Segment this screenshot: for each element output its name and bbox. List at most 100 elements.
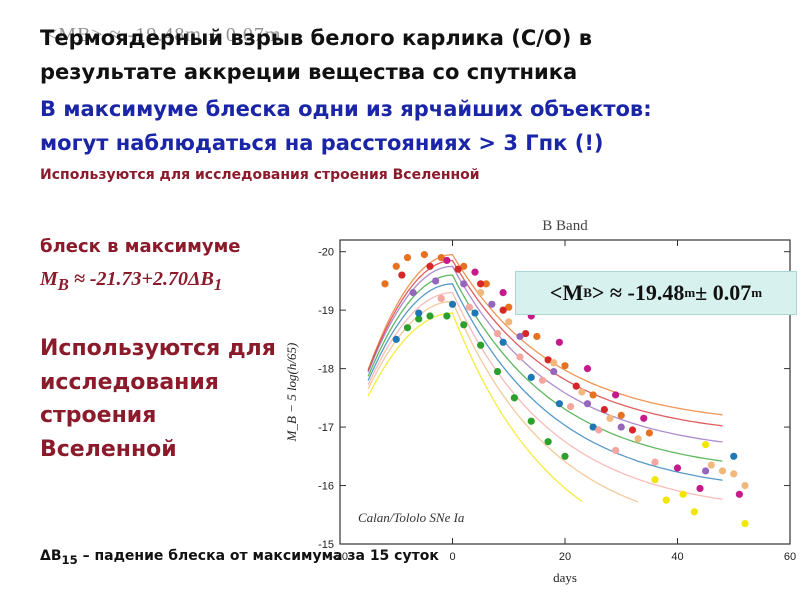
data-point (651, 458, 659, 466)
data-point (696, 484, 704, 493)
x-tick-label: 20 (559, 551, 571, 563)
data-point (443, 312, 451, 320)
template-curve (367, 312, 583, 502)
data-point (741, 481, 749, 490)
data-point (392, 262, 400, 270)
data-point (443, 256, 451, 265)
data-point (673, 464, 682, 472)
data-point (645, 429, 653, 437)
data-point (527, 373, 535, 381)
data-point (583, 400, 592, 408)
template-curve (367, 300, 639, 503)
data-point (583, 365, 592, 373)
data-point (544, 356, 552, 364)
data-point (595, 426, 603, 434)
data-point (702, 441, 710, 449)
note-small: Используются для исследования строения В… (40, 167, 480, 183)
formula: MB ≈ -21.73+2.70ΔB1 (40, 268, 222, 295)
data-point (471, 309, 479, 317)
data-point (707, 461, 715, 469)
x-tick-label: 40 (671, 551, 683, 563)
data-point (522, 329, 530, 338)
footnote-rest: – падение блеска от максимума за 15 суто… (77, 548, 439, 564)
highlight-line-1: В максимуме блеска одни из ярчайших объе… (40, 97, 652, 121)
template-curve (367, 274, 723, 462)
data-point (741, 519, 749, 528)
y-tick-label: -16 (318, 481, 334, 493)
footnote-prefix: ΔB (40, 548, 62, 564)
callout-sub: B (583, 285, 592, 300)
uses-line-4: Вселенной (40, 437, 177, 462)
data-point (505, 318, 513, 326)
data-point (437, 294, 445, 303)
data-point (499, 306, 507, 314)
data-point (600, 405, 608, 414)
data-point (460, 262, 468, 270)
data-point (448, 300, 457, 308)
data-point (403, 253, 412, 262)
data-point (415, 315, 423, 323)
data-point (516, 332, 524, 341)
data-point (612, 391, 620, 399)
data-point (567, 403, 575, 411)
data-point (533, 332, 541, 341)
formula-rest: ≈ -21.73+2.70ΔB (68, 268, 214, 290)
data-point (555, 400, 563, 408)
data-point (730, 470, 738, 478)
data-point (606, 414, 614, 422)
chart-svg: B Band -20 0 20 40 60 -20 -19 -18 -17 -16 -15 days M_… (284, 218, 796, 585)
data-point (398, 271, 406, 279)
y-tick-label: -15 (318, 539, 334, 551)
data-point (718, 467, 727, 475)
data-point (640, 414, 648, 422)
data-point (460, 321, 468, 329)
highlight-line-2: могут наблюдаться на расстояниях > 3 Гпк… (40, 131, 604, 155)
footnote-sub: 15 (61, 552, 78, 567)
template-curve (367, 283, 723, 481)
data-point (679, 490, 687, 498)
data-point (589, 423, 597, 431)
callout-rest: ± 0.07 (695, 280, 752, 305)
data-point (477, 341, 485, 349)
x-tick-label: -20 (332, 551, 348, 563)
ghost-title: <MB> ≈ -19.48m ± 0.07m (46, 24, 282, 46)
light-curve-chart: B Band -20 0 20 40 60 -20 -19 -18 -17 -16 -15 days M_… (278, 212, 800, 600)
data-point (651, 476, 659, 484)
callout-mid: > ≈ -19.48 (591, 280, 685, 305)
data-point (612, 446, 620, 455)
data-point (477, 280, 485, 288)
data-point (403, 324, 412, 332)
formula-sub: B (57, 275, 69, 294)
data-point (415, 309, 423, 317)
x-axis-label: days (553, 570, 577, 585)
callout-sup-1: m (684, 285, 696, 300)
data-point (572, 382, 580, 390)
data-point (482, 280, 490, 288)
y-tick-label: -19 (318, 305, 334, 317)
data-point (505, 303, 513, 311)
data-point (561, 452, 569, 460)
data-point (465, 303, 473, 311)
title-line-2: результате аккреции вещества со спутника (40, 60, 578, 84)
data-point (628, 426, 637, 434)
data-point (550, 359, 558, 367)
data-point (516, 353, 524, 361)
data-point (634, 435, 642, 443)
data-point (702, 467, 710, 475)
x-tick-label: 0 (449, 551, 455, 563)
data-point (499, 338, 507, 346)
data-point (381, 280, 389, 288)
callout-prefix: <M (549, 280, 584, 305)
data-point (488, 300, 496, 308)
data-point (432, 277, 440, 285)
data-point (690, 508, 698, 516)
data-point (493, 367, 502, 376)
data-point (460, 280, 468, 288)
data-point (550, 367, 558, 376)
data-point (499, 289, 507, 297)
chart-title: B Band (542, 218, 588, 234)
peak-label: блеск в максимуме (40, 236, 241, 257)
data-point (589, 391, 597, 399)
mean-magnitude-callout: <M B > ≈ -19.48 m ± 0.07 m (515, 271, 797, 315)
